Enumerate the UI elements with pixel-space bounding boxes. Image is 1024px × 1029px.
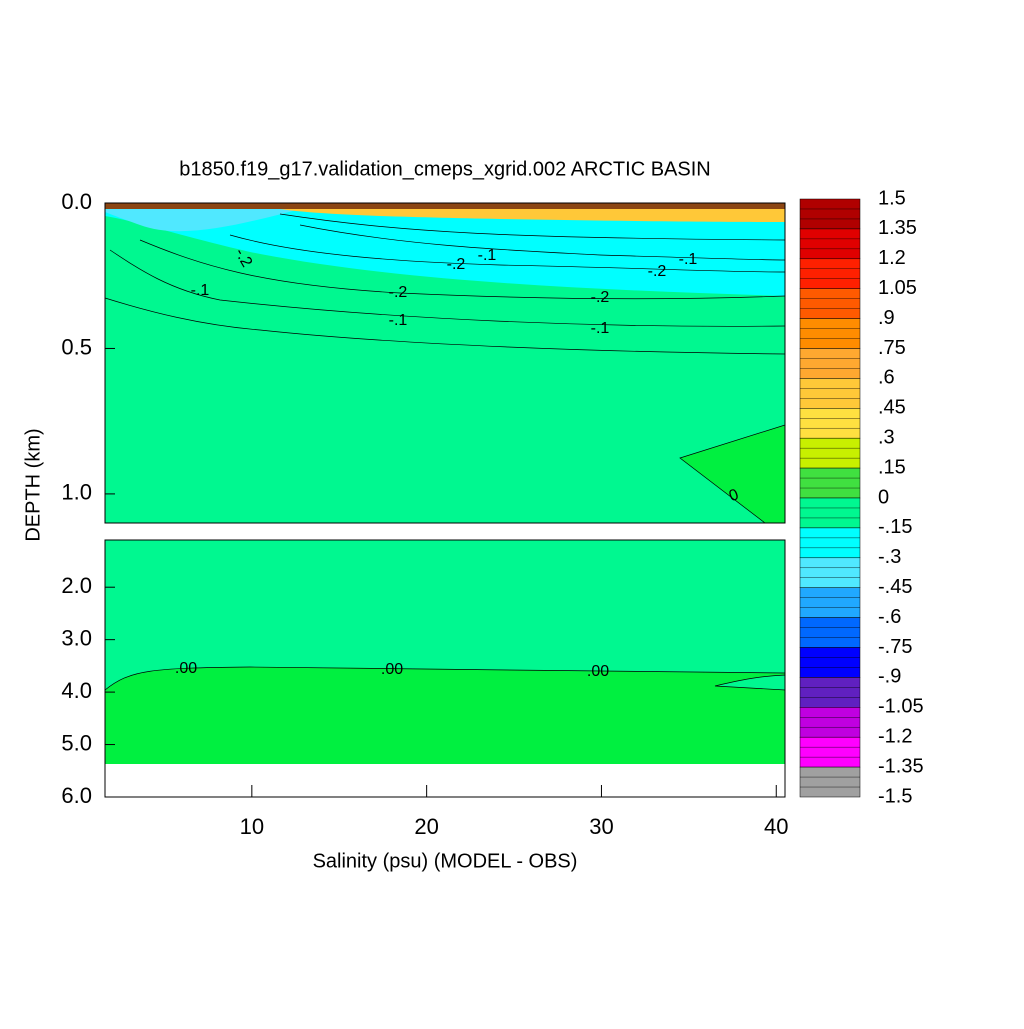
colorbar-label: .3	[878, 426, 895, 448]
colorbar-band	[799, 198, 861, 230]
colorbar-label: -.3	[878, 546, 901, 568]
colorbar-label: .75	[878, 337, 906, 359]
contour-label: .00	[175, 660, 197, 677]
contour-label: -.1	[478, 247, 497, 264]
colorbar-band	[799, 647, 861, 678]
contour-label: -.1	[679, 251, 698, 268]
contour-label: -.2	[648, 263, 667, 280]
y-tick-label: 1.0	[61, 480, 92, 505]
colorbar-label: -1.05	[878, 696, 924, 718]
colorbar-label: -1.5	[878, 785, 912, 807]
lower-frame	[104, 539, 786, 798]
x-tick-label: 40	[764, 814, 788, 839]
colorbar-label: 1.05	[878, 277, 917, 299]
colorbar-label: 1.5	[878, 187, 906, 209]
colorbar-band	[799, 617, 861, 648]
contour-label: -.1	[591, 320, 610, 337]
y-axis-label: DEPTH (km)	[22, 428, 44, 541]
colorbar-band	[799, 766, 861, 798]
colorbar-band	[799, 258, 861, 289]
y-tick-label: 2.0	[61, 573, 92, 598]
colorbar-band	[799, 228, 861, 260]
y-tick-label: 0.5	[61, 334, 92, 359]
lower-field	[104, 540, 786, 764]
x-tick-label: 20	[414, 814, 438, 839]
colorbar-band	[799, 736, 861, 768]
colorbar-label: -.15	[878, 516, 912, 538]
colorbar-band	[799, 467, 861, 499]
x-tick-label: 10	[240, 814, 264, 839]
colorbar-label: -.75	[878, 636, 912, 658]
colorbar-band	[799, 288, 861, 319]
colorbar-band	[799, 348, 861, 379]
colorbar-band	[799, 587, 861, 618]
colorbar-label: 0	[878, 486, 889, 508]
colorbar-label: 1.35	[878, 217, 917, 239]
colorbar-band	[799, 707, 861, 738]
colorbar-label: .15	[878, 456, 906, 478]
contour-label: .00	[587, 663, 609, 680]
contour-label: -.1	[389, 312, 408, 329]
y-tick-label: 3.0	[61, 625, 92, 650]
colorbar-band	[799, 677, 861, 708]
colorbar-band	[799, 318, 861, 349]
contour-label: -.2	[447, 256, 466, 273]
colorbar-band	[799, 497, 861, 529]
colorbar-band	[799, 557, 861, 588]
contour-label: -.1	[191, 282, 210, 299]
colorbar-label: -.45	[878, 576, 912, 598]
contour-label: -.2	[591, 289, 610, 306]
colorbar-label: .45	[878, 397, 906, 419]
x-axis-label: Salinity (psu) (MODEL - OBS)	[313, 850, 578, 872]
colorbar-label: -1.2	[878, 725, 912, 747]
colorbar-label: .6	[878, 367, 895, 389]
chart-title: b1850.f19_g17.validation_cmeps_xgrid.002…	[179, 158, 710, 180]
colorbar-label: 1.2	[878, 247, 906, 269]
y-tick-label: 6.0	[61, 783, 92, 808]
y-tick-label: 0.0	[61, 189, 92, 214]
x-tick-label: 30	[589, 814, 613, 839]
colorbar-band	[799, 408, 861, 439]
y-tick-label: 4.0	[61, 678, 92, 703]
colorbar-label: .9	[878, 307, 895, 329]
contour-label: -.2	[389, 284, 408, 301]
colorbar-band	[799, 527, 861, 559]
upper-frame	[104, 202, 786, 524]
contour-label: .00	[381, 661, 403, 678]
colorbar-band	[799, 437, 861, 469]
colorbar-label: -.6	[878, 606, 901, 628]
y-tick-label: 5.0	[61, 730, 92, 755]
colorbar-label: -1.35	[878, 755, 924, 777]
colorbar-band	[799, 378, 861, 409]
colorbar-label: -.9	[878, 666, 901, 688]
upper-field	[104, 203, 786, 524]
